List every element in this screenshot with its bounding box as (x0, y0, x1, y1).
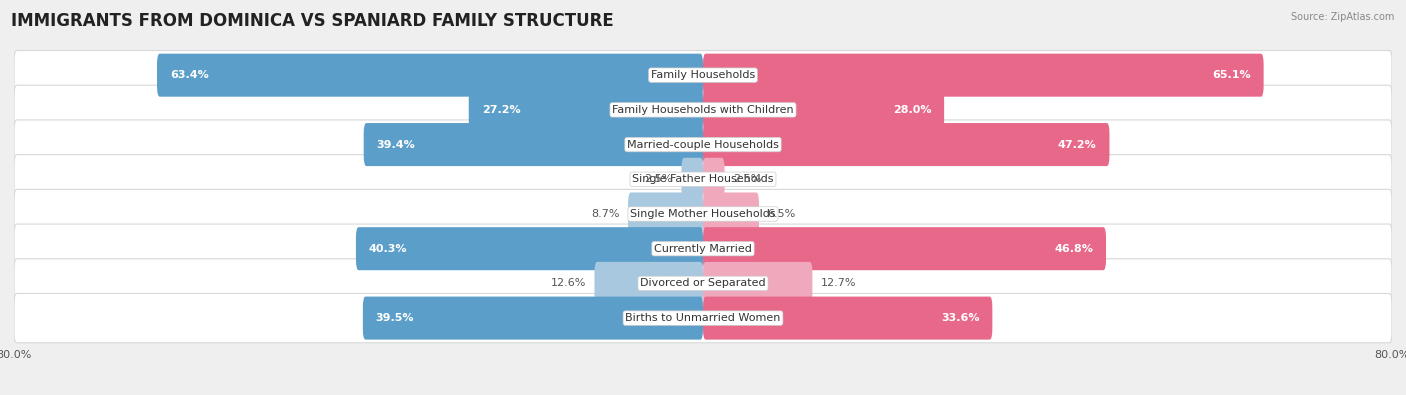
FancyBboxPatch shape (703, 227, 1107, 270)
FancyBboxPatch shape (157, 54, 703, 97)
Text: 28.0%: 28.0% (893, 105, 931, 115)
Text: IMMIGRANTS FROM DOMINICA VS SPANIARD FAMILY STRUCTURE: IMMIGRANTS FROM DOMINICA VS SPANIARD FAM… (11, 12, 614, 30)
Text: Single Mother Households: Single Mother Households (630, 209, 776, 219)
Text: Source: ZipAtlas.com: Source: ZipAtlas.com (1291, 12, 1395, 22)
FancyBboxPatch shape (363, 297, 703, 340)
Text: 46.8%: 46.8% (1054, 244, 1092, 254)
FancyBboxPatch shape (595, 262, 703, 305)
Text: 40.3%: 40.3% (368, 244, 408, 254)
Text: 8.7%: 8.7% (591, 209, 620, 219)
Text: Married-couple Households: Married-couple Households (627, 139, 779, 150)
Text: 2.5%: 2.5% (644, 174, 673, 184)
Text: 47.2%: 47.2% (1057, 139, 1097, 150)
Text: 63.4%: 63.4% (170, 70, 208, 80)
FancyBboxPatch shape (703, 158, 724, 201)
Text: 2.5%: 2.5% (733, 174, 762, 184)
FancyBboxPatch shape (14, 189, 1392, 239)
Text: Divorced or Separated: Divorced or Separated (640, 278, 766, 288)
Text: 6.5%: 6.5% (768, 209, 796, 219)
FancyBboxPatch shape (14, 120, 1392, 169)
FancyBboxPatch shape (14, 85, 1392, 135)
FancyBboxPatch shape (682, 158, 703, 201)
FancyBboxPatch shape (14, 154, 1392, 204)
FancyBboxPatch shape (703, 88, 945, 132)
Text: 65.1%: 65.1% (1212, 70, 1251, 80)
FancyBboxPatch shape (364, 123, 703, 166)
Text: Family Households: Family Households (651, 70, 755, 80)
FancyBboxPatch shape (703, 192, 759, 235)
FancyBboxPatch shape (628, 192, 703, 235)
Text: Currently Married: Currently Married (654, 244, 752, 254)
Text: 12.6%: 12.6% (551, 278, 586, 288)
Text: Single Father Households: Single Father Households (633, 174, 773, 184)
Text: 33.6%: 33.6% (941, 313, 980, 323)
FancyBboxPatch shape (703, 297, 993, 340)
FancyBboxPatch shape (14, 259, 1392, 308)
Text: Births to Unmarried Women: Births to Unmarried Women (626, 313, 780, 323)
FancyBboxPatch shape (468, 88, 703, 132)
Text: 39.4%: 39.4% (377, 139, 415, 150)
Text: 27.2%: 27.2% (482, 105, 520, 115)
FancyBboxPatch shape (703, 123, 1109, 166)
Text: 12.7%: 12.7% (821, 278, 856, 288)
FancyBboxPatch shape (703, 54, 1264, 97)
FancyBboxPatch shape (14, 224, 1392, 273)
FancyBboxPatch shape (14, 293, 1392, 343)
Text: 39.5%: 39.5% (375, 313, 415, 323)
FancyBboxPatch shape (356, 227, 703, 270)
Text: Family Households with Children: Family Households with Children (612, 105, 794, 115)
FancyBboxPatch shape (14, 51, 1392, 100)
FancyBboxPatch shape (703, 262, 813, 305)
